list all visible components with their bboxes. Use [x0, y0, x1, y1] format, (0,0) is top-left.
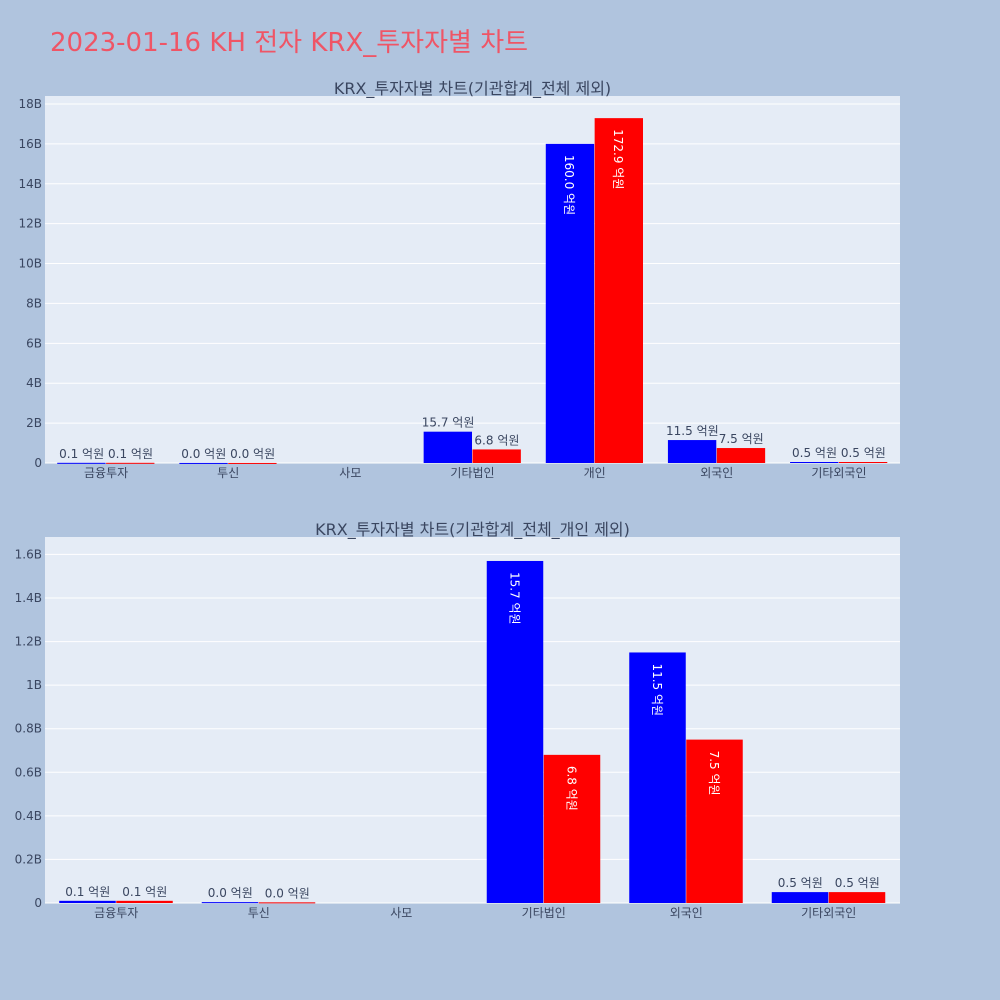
x-tick-label: 기타외국인: [801, 906, 856, 920]
page-title: 2023-01-16 KH 전자 KRX_투자자별 차트: [50, 28, 529, 58]
y-tick-label: 10B: [18, 257, 42, 271]
chart-title: KRX_투자자별 차트(기관합계_전체 제외): [334, 79, 611, 99]
data-label: 7.5 억원: [719, 432, 764, 446]
plot-area: [45, 96, 900, 463]
bar: [486, 560, 544, 903]
x-tick-label: 사모: [390, 906, 412, 920]
data-label: 6.8 억원: [564, 766, 578, 811]
x-tick-label: 투신: [248, 906, 270, 920]
x-tick-label: 금융투자: [84, 466, 128, 480]
data-label: 0.5 억원: [792, 446, 837, 460]
bar: [201, 902, 259, 904]
y-tick-label: 12B: [18, 217, 42, 231]
bar: [686, 739, 743, 903]
data-label: 0.5 억원: [841, 446, 886, 460]
data-label: 7.5 억원: [707, 751, 721, 796]
x-tick-label: 기타법인: [450, 466, 494, 480]
data-label: 0.5 억원: [835, 876, 880, 890]
y-tick-label: 1.6B: [15, 547, 42, 561]
y-tick-label: 2B: [26, 416, 42, 430]
x-tick-label: 사모: [339, 466, 361, 480]
bar: [667, 440, 717, 463]
y-tick-label: 14B: [18, 177, 42, 191]
bar: [179, 462, 228, 464]
data-label: 0.1 억원: [122, 885, 167, 899]
chart-title: KRX_투자자별 차트(기관합계_전체_개인 제외): [315, 520, 630, 540]
y-tick-label: 1B: [26, 678, 42, 692]
y-tick-label: 0.8B: [15, 722, 42, 736]
data-label: 172.9 억원: [611, 129, 625, 189]
data-label: 0.0 억원: [181, 447, 226, 461]
data-label: 160.0 억원: [562, 155, 576, 215]
x-tick-label: 외국인: [670, 906, 703, 920]
data-label: 11.5 억원: [666, 424, 719, 438]
bar: [545, 143, 595, 463]
bar: [228, 462, 277, 464]
data-label: 0.0 억원: [208, 886, 253, 900]
x-tick-label: 기타외국인: [811, 466, 866, 480]
y-tick-label: 0.6B: [15, 765, 42, 779]
plot-area: [45, 537, 900, 903]
bar: [771, 892, 829, 903]
bar: [828, 892, 886, 903]
data-label: 15.7 억원: [507, 572, 521, 625]
investor-chart-top: 0 2B 4B 6B 8B 10B 12B 14B 16B 18B KRX_투자자별 차트(기관합계…: [18, 79, 900, 480]
bar: [629, 652, 686, 903]
y-tick-label: 18B: [18, 97, 42, 111]
y-tick-label: 4B: [26, 376, 42, 390]
x-tick-label: 외국인: [700, 466, 733, 480]
x-tick-label: 기타법인: [522, 906, 566, 920]
bar: [116, 900, 173, 903]
y-tick-label: 6B: [26, 336, 42, 350]
data-label: 6.8 억원: [474, 433, 519, 447]
bar: [59, 900, 116, 903]
bar: [423, 431, 472, 463]
data-label: 0.5 억원: [778, 876, 823, 890]
x-tick-label: 개인: [584, 466, 606, 480]
y-tick-label: 1.2B: [15, 635, 42, 649]
y-tick-label: 0: [34, 456, 42, 470]
data-label: 0.1 억원: [65, 885, 110, 899]
bar: [838, 462, 888, 464]
bar: [106, 462, 155, 464]
data-label: 0.1 억원: [108, 447, 153, 461]
bar: [790, 462, 839, 464]
y-tick-label: 0.4B: [15, 809, 42, 823]
y-tick-label: 0: [34, 896, 42, 910]
bar: [472, 449, 521, 463]
data-label: 11.5 억원: [650, 663, 664, 716]
x-tick-label: 투신: [217, 466, 239, 480]
y-tick-label: 8B: [26, 296, 42, 310]
bar: [716, 448, 766, 463]
bar: [57, 462, 106, 464]
data-label: 0.0 억원: [265, 886, 310, 900]
data-label: 15.7 억원: [422, 416, 475, 430]
bar: [258, 902, 316, 904]
data-label: 0.1 억원: [59, 447, 104, 461]
bar: [543, 754, 601, 903]
data-label: 0.0 억원: [230, 447, 275, 461]
y-tick-label: 0.2B: [15, 852, 42, 866]
y-tick-label: 16B: [18, 137, 42, 151]
bar: [594, 118, 643, 463]
x-tick-label: 금융투자: [94, 906, 138, 920]
y-tick-label: 1.4B: [15, 591, 42, 605]
